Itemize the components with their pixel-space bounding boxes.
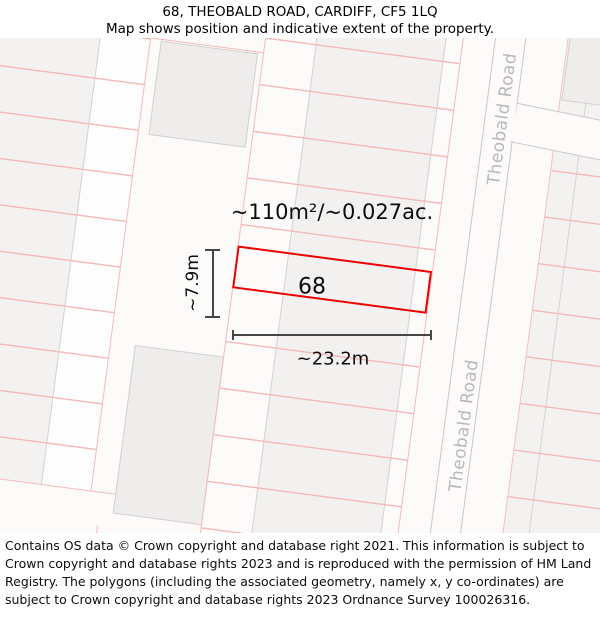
height-dimension-cap-bottom	[205, 316, 220, 318]
os-attribution-text: Contains OS data © Crown copyright and d…	[5, 538, 592, 607]
width-dimension-label: ~23.2m	[296, 348, 370, 370]
header: 68, THEOBALD ROAD, CARDIFF, CF5 1LQ Map …	[0, 0, 600, 38]
page-subtitle: Map shows position and indicative extent…	[105, 21, 495, 37]
building-footprint-north	[148, 40, 258, 148]
width-dimension-cap-left	[232, 330, 234, 340]
width-dimension-cap-right	[430, 330, 432, 340]
parcel-rows-above-plot	[238, 38, 466, 272]
footer: Contains OS data © Crown copyright and d…	[0, 533, 600, 625]
height-dimension-label: ~7.9m	[183, 254, 203, 312]
width-dimension-line	[232, 334, 432, 336]
parcel-rows-below-plot	[192, 340, 420, 533]
plot-area-label: ~110m²/~0.027ac.	[230, 200, 434, 224]
page-title: 68, THEOBALD ROAD, CARDIFF, CF5 1LQ	[162, 4, 438, 20]
height-dimension-cap-top	[205, 249, 220, 251]
plot-68-number-label: 68	[298, 274, 326, 300]
map-viewport: Theobald Road Theobald Road ~110m²/~0.02…	[0, 38, 600, 533]
height-dimension-line	[212, 250, 214, 317]
